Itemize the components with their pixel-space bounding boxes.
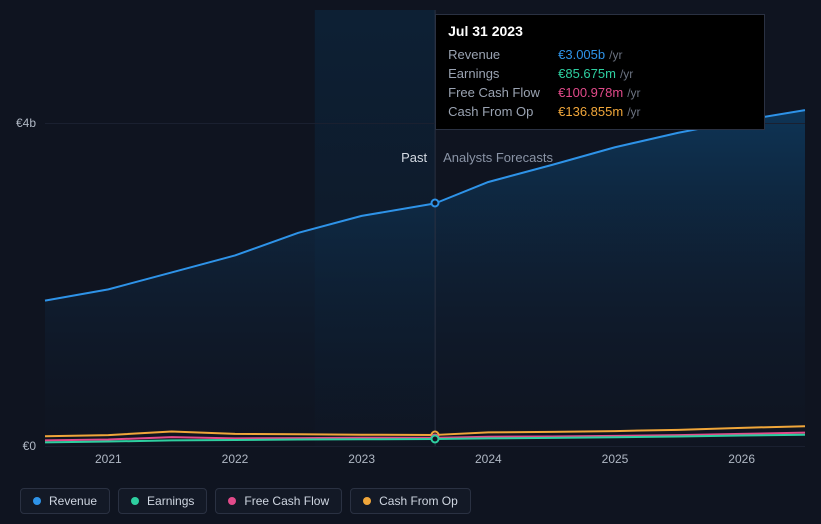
tooltip-unit: /yr	[609, 48, 622, 62]
legend-item-cash-from-op[interactable]: Cash From Op	[350, 488, 471, 514]
legend-dot-icon	[228, 497, 236, 505]
tooltip-label: Cash From Op	[448, 104, 558, 119]
tooltip-unit: /yr	[627, 86, 640, 100]
legend-label: Revenue	[49, 494, 97, 508]
legend-dot-icon	[131, 497, 139, 505]
marker-revenue	[431, 199, 440, 208]
label-forecasts: Analysts Forecasts	[443, 150, 553, 165]
marker-earnings	[431, 435, 440, 444]
legend-item-revenue[interactable]: Revenue	[20, 488, 110, 514]
tooltip-unit: /yr	[627, 105, 640, 119]
legend-label: Earnings	[147, 494, 194, 508]
x-tick-2025: 2025	[602, 452, 629, 466]
legend-item-earnings[interactable]: Earnings	[118, 488, 207, 514]
x-tick-2023: 2023	[348, 452, 375, 466]
tooltip-label: Free Cash Flow	[448, 85, 558, 100]
tooltip-row-revenue: Revenue€3.005b/yr	[448, 45, 752, 64]
tooltip-value: €100.978m	[558, 85, 623, 100]
y-tick-0: €0	[6, 439, 36, 453]
legend-dot-icon	[363, 497, 371, 505]
legend: Revenue Earnings Free Cash Flow Cash From O…	[20, 488, 471, 514]
tooltip-value: €3.005b	[558, 47, 605, 62]
tooltip-label: Revenue	[448, 47, 558, 62]
legend-label: Cash From Op	[379, 494, 458, 508]
x-tick-2022: 2022	[222, 452, 249, 466]
x-tick-2024: 2024	[475, 452, 502, 466]
tooltip-row-free-cash-flow: Free Cash Flow€100.978m/yr	[448, 83, 752, 102]
legend-label: Free Cash Flow	[244, 494, 329, 508]
tooltip-date: Jul 31 2023	[448, 23, 752, 39]
x-tick-2021: 2021	[95, 452, 122, 466]
y-tick-4b: €4b	[6, 116, 36, 130]
tooltip-row-earnings: Earnings€85.675m/yr	[448, 64, 752, 83]
legend-dot-icon	[33, 497, 41, 505]
legend-item-free-cash-flow[interactable]: Free Cash Flow	[215, 488, 342, 514]
tooltip-value: €136.855m	[558, 104, 623, 119]
label-past: Past	[401, 150, 427, 165]
tooltip-row-cash-from-op: Cash From Op€136.855m/yr	[448, 102, 752, 121]
tooltip-value: €85.675m	[558, 66, 616, 81]
gridline-0	[45, 446, 805, 447]
tooltip-label: Earnings	[448, 66, 558, 81]
tooltip: Jul 31 2023 Revenue€3.005b/yrEarnings€85…	[435, 14, 765, 130]
x-tick-2026: 2026	[728, 452, 755, 466]
tooltip-unit: /yr	[620, 67, 633, 81]
